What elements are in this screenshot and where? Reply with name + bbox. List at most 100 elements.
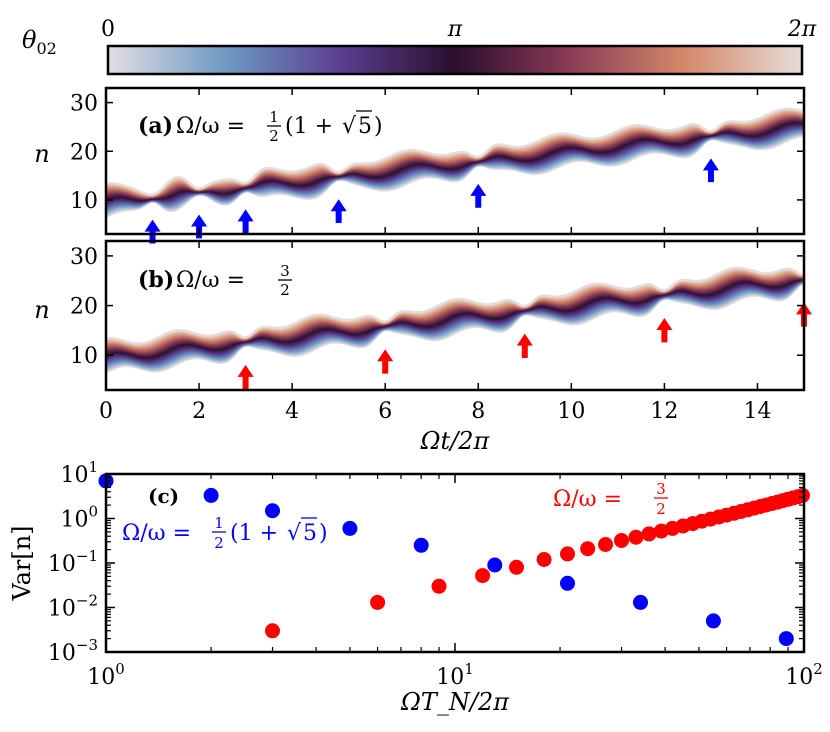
point-blue-5: [487, 557, 503, 573]
point-red-7: [580, 541, 596, 557]
point-red-5: [536, 552, 552, 567]
panel-b-ticks: 0 2 4 6 8 10 12 14 10 20 30: [70, 241, 804, 424]
c-ytick-label-1: 101: [60, 458, 98, 488]
arrow-2: [516, 333, 533, 358]
colorbar-tick-pi: π: [447, 17, 463, 42]
c-ytick-label--2: 10−2: [48, 592, 98, 622]
panel-a-frac-num: 1: [269, 108, 279, 126]
colorbar-tick-2pi: 2π: [787, 17, 817, 42]
xtick-label-12: 12: [650, 399, 678, 424]
point-red-11: [641, 526, 657, 542]
curve-23: [106, 266, 804, 345]
panel-b-xlabel: Ωt/2π: [420, 427, 491, 455]
panel-a-sqrt: √: [342, 114, 357, 139]
point-blue-7: [633, 594, 648, 610]
legend-blue-frac-num: 1: [214, 514, 224, 532]
panel-a-rest-close: ): [374, 114, 383, 139]
legend-blue-lhs: Ω/ω =: [122, 521, 191, 546]
point-red-4: [509, 559, 524, 575]
legend-blue-rest-open: (1 +: [230, 521, 278, 546]
point-red-2: [431, 578, 447, 594]
arrow-5: [702, 158, 719, 183]
ytick-label-20: 20: [70, 295, 98, 320]
arrow-3: [330, 199, 347, 224]
arrow-0: [144, 219, 161, 244]
curve-21: [106, 109, 804, 197]
curve-19: [106, 112, 804, 198]
panel-b-lhs: Ω/ω =: [176, 268, 245, 293]
panel-c-label: (c): [148, 484, 179, 508]
point-red-32: [795, 487, 810, 503]
point-red-8: [598, 537, 613, 552]
panel-a-rest-open: (1 +: [285, 114, 333, 139]
xtick-label-4: 4: [285, 399, 299, 424]
legend-red-lhs: Ω/ω =: [553, 487, 622, 512]
panel-b-tag: (b): [138, 267, 174, 293]
legend-blue-frac-den: 2: [214, 534, 224, 552]
point-blue-4: [413, 537, 429, 553]
panel-a-frame: [104, 86, 806, 236]
panel-c: 100 101 102 10−3 10−2 10−1 100 101 Var[n] ΩT_N/…: [8, 458, 823, 716]
panel-c-ylabel: Var[n]: [8, 525, 36, 601]
legend-blue-sqrt-arg: 5: [303, 521, 317, 546]
ytick-label-30: 30: [70, 92, 98, 117]
point-red-3: [475, 568, 491, 584]
arrow-4: [470, 183, 487, 208]
point-blue-1: [203, 487, 219, 503]
panel-a-curves: [106, 107, 804, 218]
ytick-label-10: 10: [70, 189, 98, 214]
curve-22: [106, 108, 804, 197]
point-blue-8: [705, 613, 721, 629]
colorbar-label: θ02: [22, 26, 57, 58]
panel-b-ylabel: n: [34, 296, 49, 324]
xtick-label-0: 0: [99, 399, 113, 424]
arrow-1: [191, 214, 208, 239]
arrow-0: [237, 364, 254, 390]
ytick-label-30: 30: [70, 245, 98, 270]
ytick-label-20: 20: [70, 140, 98, 165]
c-xtick-label-2: 102: [785, 660, 823, 690]
panel-a-ticks: 10 20 30: [70, 88, 804, 234]
xtick-label-10: 10: [557, 399, 585, 424]
panel-c-xlabel: ΩT_N/2π: [400, 688, 510, 716]
panel-b-frame: [104, 239, 806, 392]
panel-c-ticks: 100 101 102 10−3 10−2 10−1 100 101: [48, 458, 823, 690]
c-xtick-label-1: 101: [436, 660, 474, 690]
panel-a-arrows: [144, 158, 719, 244]
panel-a-ylabel: n: [34, 140, 49, 168]
point-blue-6: [560, 575, 575, 591]
ytick-label-10: 10: [70, 344, 98, 369]
arrow-2: [237, 209, 254, 234]
legend-red-frac-den: 2: [656, 500, 666, 518]
panel-a-title: (a) Ω/ω = 1 2 (1 + √ 5 ): [138, 108, 383, 145]
c-ytick-label--1: 10−1: [48, 547, 98, 577]
panel-c-legend-blue: Ω/ω = 1 2 (1 + √ 5 ): [122, 514, 328, 552]
panel-b-frac-den: 2: [280, 281, 290, 299]
point-blue-9: [778, 631, 794, 647]
xtick-label-2: 2: [192, 399, 206, 424]
legend-blue-rest-close: ): [319, 521, 328, 546]
point-red-1: [370, 594, 386, 610]
panel-b-title: (b) Ω/ω = 3 2: [138, 262, 292, 299]
legend-blue-sqrt: √: [287, 521, 302, 546]
curve-17: [106, 114, 804, 199]
arrow-1: [377, 349, 394, 374]
arrow-3: [656, 317, 673, 343]
legend-red-frac-num: 3: [656, 480, 666, 498]
colorbar-bar: [106, 44, 804, 76]
panel-b-curves: [106, 266, 804, 374]
point-red-6: [560, 546, 575, 562]
point-red-10: [628, 529, 644, 545]
c-xtick-label-0: 100: [87, 660, 125, 690]
point-red-0: [265, 623, 280, 639]
curve-23: [106, 107, 804, 196]
colorbar-tick-0: 0: [101, 17, 115, 42]
point-red-9: [614, 533, 629, 548]
panel-a-tag: (a): [138, 113, 173, 139]
xtick-label-6: 6: [378, 399, 392, 424]
colorbar: θ02 0 π 2π: [22, 17, 817, 76]
panel-a: 10 20 30 n (a) Ω/ω = 1 2 (1 + √ 5 ): [34, 86, 806, 244]
point-blue-2: [265, 503, 280, 519]
point-blue-3: [342, 520, 358, 536]
panel-b: 0 2 4 6 8 10 12 14 10 20 30 n Ωt/2π (b) Ω/ω = 3 2: [34, 239, 812, 455]
